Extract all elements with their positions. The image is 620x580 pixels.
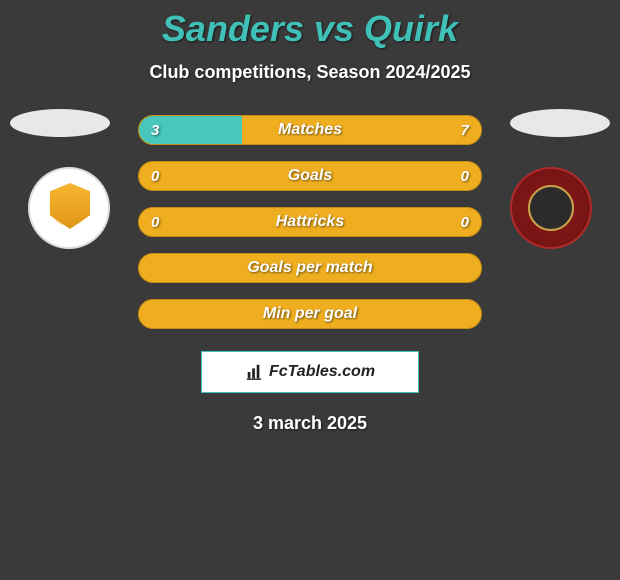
player-marker-left bbox=[10, 109, 110, 137]
stat-bars: 3Matches70Goals00Hattricks0Goals per mat… bbox=[138, 115, 482, 329]
brand-text: FcTables.com bbox=[269, 363, 375, 381]
stat-val-right: 7 bbox=[461, 116, 469, 144]
stat-bar: 0Goals0 bbox=[138, 161, 482, 191]
page-title: Sanders vs Quirk bbox=[0, 0, 620, 50]
stat-label: Goals bbox=[139, 162, 481, 190]
stat-val-right: 0 bbox=[461, 162, 469, 190]
player-marker-right bbox=[510, 109, 610, 137]
snapshot-date: 3 march 2025 bbox=[0, 413, 620, 434]
stat-bar: Min per goal bbox=[138, 299, 482, 329]
stat-val-right: 0 bbox=[461, 208, 469, 236]
stat-label: Goals per match bbox=[139, 254, 481, 282]
brand-box[interactable]: FcTables.com bbox=[201, 351, 419, 393]
stat-label: Min per goal bbox=[139, 300, 481, 328]
comparison-panel: 3Matches70Goals00Hattricks0Goals per mat… bbox=[0, 115, 620, 434]
stat-bar: 3Matches7 bbox=[138, 115, 482, 145]
club-badge-left bbox=[28, 167, 110, 249]
chart-icon bbox=[245, 363, 263, 381]
stat-bar: Goals per match bbox=[138, 253, 482, 283]
club-badge-right bbox=[510, 167, 592, 249]
page-subtitle: Club competitions, Season 2024/2025 bbox=[0, 62, 620, 83]
stat-bar: 0Hattricks0 bbox=[138, 207, 482, 237]
stat-label: Hattricks bbox=[139, 208, 481, 236]
stat-label: Matches bbox=[139, 116, 481, 144]
